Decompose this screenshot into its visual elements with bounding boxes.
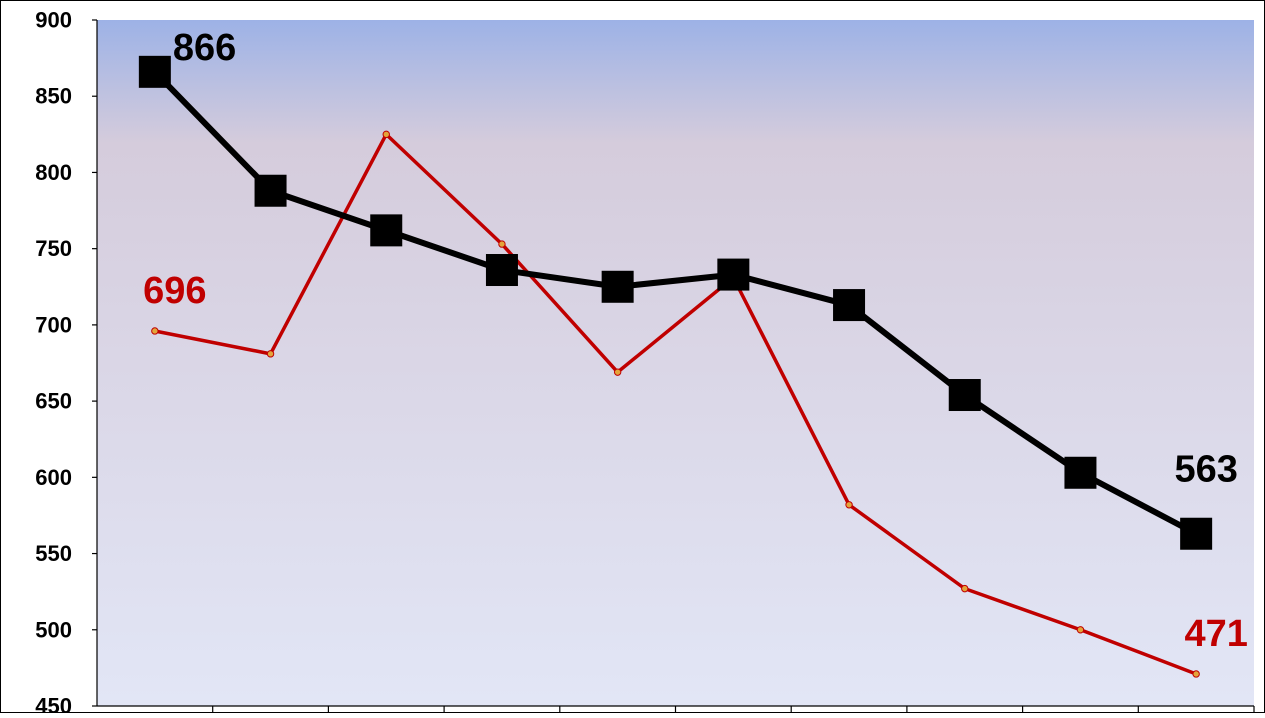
data-point-marker bbox=[961, 584, 969, 593]
y-tick-label: 900 bbox=[35, 8, 72, 33]
data-point-marker bbox=[601, 270, 634, 303]
data-point-marker bbox=[498, 240, 506, 248]
series-line bbox=[152, 69, 1198, 537]
data-point-marker bbox=[717, 258, 750, 291]
data-label: 471 bbox=[1184, 613, 1247, 655]
data-point-marker bbox=[1064, 456, 1097, 489]
data-point-marker bbox=[151, 327, 159, 335]
data-point-marker bbox=[138, 55, 171, 88]
y-tick-label: 850 bbox=[35, 84, 72, 109]
y-tick-label: 750 bbox=[35, 236, 72, 261]
data-point-marker bbox=[266, 350, 275, 358]
y-tick-label: 600 bbox=[35, 465, 72, 490]
data-point-marker bbox=[254, 174, 287, 207]
data-point-marker bbox=[833, 289, 866, 322]
plot-area bbox=[97, 20, 1254, 706]
data-point-marker bbox=[370, 214, 403, 247]
data-label: 696 bbox=[143, 270, 206, 312]
y-tick-label: 700 bbox=[35, 312, 72, 337]
data-point-marker bbox=[613, 368, 622, 376]
data-point-marker bbox=[1192, 670, 1200, 678]
y-tick-label: 550 bbox=[35, 541, 72, 566]
series-line bbox=[154, 132, 1197, 676]
y-tick-label: 500 bbox=[35, 617, 72, 642]
data-point-marker bbox=[1180, 517, 1213, 550]
data-label: 563 bbox=[1174, 449, 1237, 491]
y-tick-label: 650 bbox=[35, 389, 72, 414]
data-point-marker bbox=[1076, 626, 1085, 634]
y-tick-label: 800 bbox=[35, 160, 72, 185]
data-point-marker bbox=[845, 501, 853, 509]
data-point-marker bbox=[382, 130, 390, 139]
data-point-marker bbox=[485, 254, 518, 287]
data-label: 866 bbox=[173, 27, 236, 69]
y-tick-label: 450 bbox=[35, 694, 72, 714]
data-point-marker bbox=[948, 379, 981, 412]
